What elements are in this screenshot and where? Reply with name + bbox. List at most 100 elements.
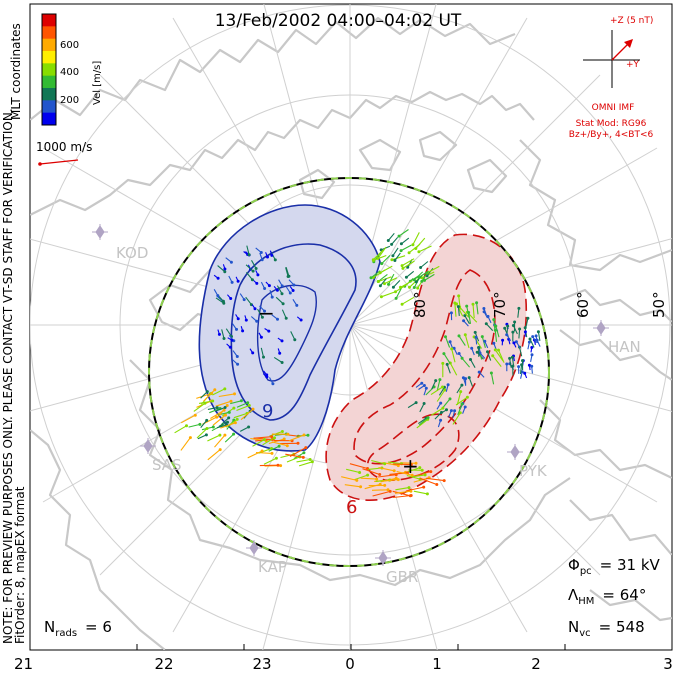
velocity-vector — [250, 316, 258, 322]
velocity-vector — [346, 468, 360, 474]
velocity-vector — [379, 278, 387, 287]
velocity-vector — [410, 274, 421, 282]
velocity-vector — [371, 459, 385, 465]
velocity-vector — [378, 474, 397, 478]
station-gbr-label: GBR — [386, 568, 418, 586]
velocity-vector — [426, 267, 434, 277]
stat-nvc-value: = 548 — [599, 618, 645, 636]
velocity-vector — [436, 379, 441, 392]
velocity-vector — [298, 461, 313, 467]
dawn-contour-mid — [353, 269, 496, 465]
velocity-vector — [262, 373, 268, 378]
velocity-vector — [288, 434, 305, 442]
velocity-vector — [280, 453, 295, 459]
velocity-vector — [458, 295, 461, 310]
station-gbr: GBR — [375, 550, 418, 586]
map-statistics: Φpc = 31 kV ΛHM = 64° Nvc = 548 Nrads = 6 — [44, 556, 661, 639]
velocity-vector — [240, 408, 254, 421]
contour-label-dusk: 9 — [262, 401, 273, 422]
velocity-vector — [247, 450, 263, 459]
velocity-vector — [245, 264, 254, 272]
lat-label-80: 80° — [411, 291, 429, 318]
velocity-vector — [400, 280, 413, 288]
mlt-meridian-8 — [349, 147, 658, 326]
velocity-vector — [264, 328, 270, 332]
velocity-vector — [249, 348, 254, 354]
velocity-vector — [395, 287, 402, 299]
velocity-vector — [406, 474, 421, 480]
velocity-vector — [269, 377, 274, 385]
velocity-vector — [384, 277, 398, 285]
velocity-vector — [494, 349, 504, 362]
velocity-vector — [222, 264, 226, 270]
velocity-vector — [401, 258, 415, 267]
velocity-vector — [412, 232, 420, 245]
lat-label-50: 50° — [650, 291, 668, 318]
velocity-vector — [475, 337, 478, 345]
velocity-vector — [471, 348, 475, 356]
coastline-hudson-bay — [129, 359, 571, 587]
velocity-vector — [393, 494, 412, 499]
colorbar-block — [42, 14, 56, 27]
velocity-vector — [341, 476, 357, 481]
velocity-vector — [207, 449, 221, 461]
velocity-vector — [464, 315, 470, 325]
velocity-vector — [470, 359, 476, 368]
velocity-vector — [251, 304, 256, 310]
velocity-vector — [255, 247, 262, 253]
scale-vector-line — [39, 159, 79, 165]
velocity-vector — [349, 463, 368, 470]
velocity-vector — [423, 388, 427, 396]
stat-lambda-sub: HM — [578, 596, 594, 607]
velocity-vector — [395, 487, 410, 491]
colorbar-block — [42, 51, 56, 64]
velocity-vector — [444, 336, 451, 348]
velocity-vector — [462, 377, 467, 385]
velocity-vector — [200, 391, 208, 399]
velocity-vector — [381, 255, 391, 264]
stat-nrads: Nrads = 6 — [44, 618, 112, 639]
coastline-labrador — [569, 499, 672, 622]
scale-vector: 1000 m/s — [36, 140, 92, 166]
velocity-vector — [528, 365, 531, 371]
velocity-vector — [476, 302, 479, 315]
station-kap-label: KAP — [258, 558, 287, 576]
stat-lambda-hm: ΛHM = 64° — [568, 586, 646, 607]
velocity-vector — [259, 305, 265, 312]
velocity-vector — [411, 474, 426, 478]
velocity-vector — [418, 385, 425, 390]
mlt-meridian-9 — [349, 74, 601, 326]
mlt-tick-label-2: 2 — [531, 655, 541, 673]
velocity-vector — [196, 428, 208, 439]
velocity-vector — [493, 319, 496, 332]
station-kod: KOD — [92, 224, 148, 262]
colorbar-block — [42, 75, 56, 89]
velocity-vector — [269, 250, 273, 256]
velocity-vector — [464, 334, 470, 349]
colorbar-block — [42, 63, 56, 77]
colorbar-blocks — [42, 14, 56, 126]
preview-note: NOTE: FOR PREVIEW PURPOSES ONLY. PLEASE … — [1, 108, 15, 644]
velocity-vector — [442, 398, 451, 409]
velocity-vector — [446, 364, 451, 374]
velocity-vector — [409, 277, 420, 288]
velocity-vector — [285, 453, 304, 458]
mlt-tick-label-21: 21 — [14, 655, 33, 673]
velocity-vector — [288, 279, 295, 286]
dusk-contour-outer — [198, 204, 381, 452]
mlt-tick-label-3: 3 — [663, 655, 673, 673]
velocity-vector — [174, 425, 187, 434]
colorbar-label: Vel [m/s] — [92, 61, 103, 105]
station-pyk-marker — [507, 444, 523, 460]
velocity-vector — [436, 389, 446, 402]
imf-z-label: +Z (5 nT) — [610, 16, 653, 26]
coords-label: MLT coordinates — [9, 23, 23, 120]
velocity-vector — [530, 354, 533, 363]
mlt-meridian-1 — [349, 324, 438, 650]
velocity-vector — [525, 318, 529, 328]
velocity-vector — [448, 410, 452, 418]
colorbar-tick-600: 600 — [60, 40, 79, 51]
velocity-vector — [420, 261, 429, 268]
stat-nrads-sub: rads — [55, 628, 77, 639]
velocity-vector — [221, 417, 230, 425]
